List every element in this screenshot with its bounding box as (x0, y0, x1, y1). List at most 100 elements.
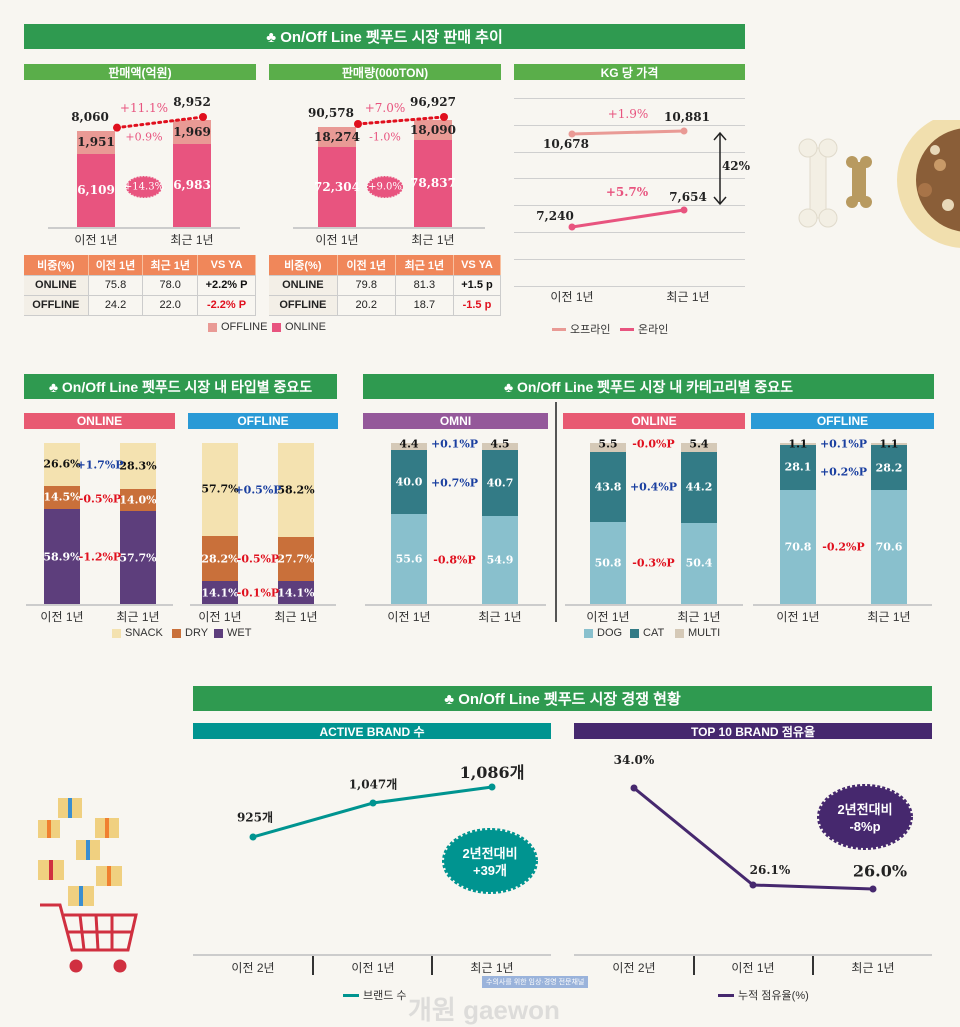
x-label: 최근 1년 (478, 610, 522, 624)
offline-bar (318, 127, 356, 148)
segment-label: 1.1 (879, 437, 899, 451)
table-cell: -1.5 p (453, 295, 502, 316)
legend-multi: MULTI (675, 627, 720, 639)
segment-label: 54.9 (486, 553, 514, 567)
stacked-segment (391, 443, 427, 451)
x-label: 이전 2년 (612, 961, 656, 975)
stacked-segment (780, 444, 816, 490)
brand-label: 925개 (236, 810, 274, 825)
delta-label: +0.7%P (430, 476, 479, 490)
shopping-cart-icon (40, 903, 138, 973)
x-label: 이전 1년 (776, 610, 820, 624)
online-bar (414, 139, 452, 227)
table-cell: 22.0 (142, 295, 199, 316)
stacked-segment (391, 450, 427, 515)
watermark-tagline: 수의사를 위한 임상·경영 전문채널 (482, 976, 589, 988)
segment-label: 5.5 (598, 437, 618, 451)
treat-icon (846, 156, 872, 208)
segment-label: 43.8 (594, 480, 622, 494)
baseline (48, 227, 240, 229)
table-header: VS YA (197, 255, 256, 276)
table-row: OFFLINE 20.2 18.7 -1.5 p (269, 295, 502, 316)
x-label: 최근 1년 (170, 233, 214, 247)
stacked-segment (120, 511, 156, 604)
table-cell: 75.8 (88, 275, 144, 296)
panel-divider (555, 402, 557, 622)
segment-label: 28.3% (119, 459, 157, 473)
segment-label: 70.8 (784, 540, 812, 554)
kg-online-prev: 7,240 (536, 209, 574, 223)
offline-price-line (571, 129, 685, 136)
watermark-logo: 개원 gaewon (408, 995, 560, 1025)
segment-label: 57.7% (119, 551, 157, 565)
table-cell: 79.8 (337, 275, 396, 296)
online-price-line (571, 208, 685, 229)
baseline (293, 227, 485, 229)
stacked-segment (590, 522, 626, 604)
panel-header: OFFLINE (751, 413, 934, 429)
competition-banner: ♣ On/Off Line 펫푸드 시장 경쟁 현황 (193, 686, 932, 711)
baseline (190, 604, 336, 606)
food-bowl-icon (897, 120, 960, 248)
stacked-segment (278, 581, 314, 604)
stacked-segment (44, 509, 80, 604)
x-label: 이전 1년 (315, 233, 359, 247)
x-label: 이전 1년 (40, 610, 84, 624)
stacked-segment (44, 443, 80, 486)
offline-value: 1,969 (173, 124, 211, 139)
total-value: 96,927 (410, 95, 456, 109)
x-label: 최근 1년 (851, 961, 895, 975)
panel-header: OMNI (363, 413, 548, 429)
stacked-segment (681, 451, 717, 523)
x-label: 이전 1년 (198, 610, 242, 624)
gap-arrow-icon (713, 131, 727, 206)
kg-online-change: +5.7% (605, 185, 649, 199)
delta-label: +1.7%P (76, 458, 124, 472)
online-value: 6,109 (77, 183, 115, 198)
stacked-segment (780, 490, 816, 604)
segment-label: 40.7 (486, 476, 514, 490)
table-cell: +2.2% P (197, 275, 256, 296)
segment-label: 55.6 (395, 552, 423, 566)
x-label: 최근 1년 (470, 961, 514, 975)
top10-badge: 2년전대비 -8%p (837, 802, 893, 834)
table-cell: ONLINE (24, 275, 89, 296)
delta-label: -0.0%P (632, 437, 675, 451)
stacked-segment (202, 581, 238, 604)
segment-label: 58.2% (277, 483, 315, 497)
segment-label: 28.2 (875, 461, 903, 475)
legend-top10-share: 누적 점유율(%) (718, 987, 809, 1003)
table-cell: 24.2 (88, 295, 144, 316)
top10-label: 26.0% (852, 861, 908, 881)
delta-label: -0.5%P (78, 492, 122, 506)
legend-online: ONLINE (272, 321, 326, 333)
segment-label: 14.5% (43, 490, 81, 504)
legend-dog: DOG (584, 627, 622, 639)
segment-label: 4.4 (399, 437, 419, 451)
offline-value: 18,274 (314, 130, 360, 145)
category-importance-banner: ♣ On/Off Line 펫푸드 시장 내 카테고리별 중요도 (363, 374, 934, 399)
delta-label: +0.1%P (819, 437, 868, 451)
online-bar (77, 153, 115, 227)
kg-offline-prev: 10,678 (543, 137, 589, 151)
kg-offline-recent: 10,881 (664, 110, 710, 124)
segment-label: 70.6 (875, 540, 903, 554)
baseline (565, 604, 743, 606)
delta-label: +0.5%P (234, 483, 282, 497)
stacked-segment (871, 443, 907, 445)
pet-food-illustration (798, 120, 960, 248)
table-cell: OFFLINE (24, 295, 89, 316)
kg-line-chart (568, 127, 727, 231)
legend-wet: WET (214, 627, 251, 639)
delta-label: -0.8%P (433, 553, 476, 567)
section1-banner: ♣ On/Off Line 펫푸드 시장 판매 추이 (24, 24, 745, 49)
segment-label: 26.6% (43, 457, 81, 471)
online-value: 72,304 (314, 180, 360, 195)
online-change: +14.3% (123, 181, 165, 193)
kg-gap-label: 42% (721, 159, 751, 173)
stacked-segment (482, 450, 518, 516)
delta-label: -0.1%P (236, 586, 280, 600)
brand-point (488, 783, 496, 791)
segment-label: 14.1% (201, 586, 239, 600)
kg-x-label: 이전 1년 (550, 290, 594, 304)
